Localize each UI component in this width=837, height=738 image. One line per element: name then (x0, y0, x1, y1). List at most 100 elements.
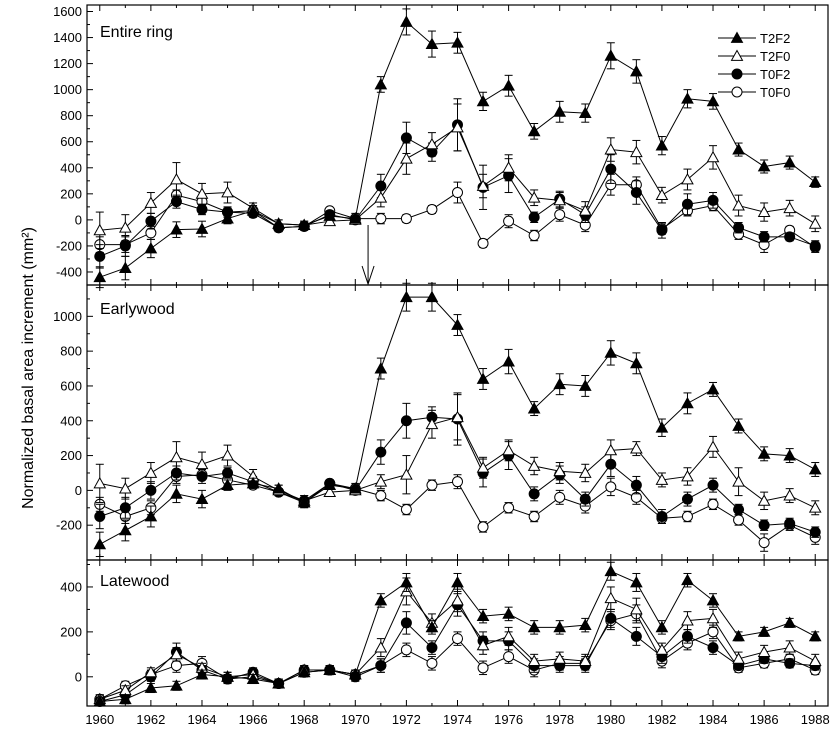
y-tick-label: 1000 (53, 309, 82, 324)
y-tick-label: -200 (56, 238, 82, 253)
x-tick-label: 1968 (290, 712, 319, 727)
series-t2f2 (93, 561, 822, 707)
data-point (503, 502, 515, 514)
data-point (656, 224, 668, 236)
data-point (425, 417, 439, 430)
data-point (706, 593, 720, 606)
data-point (757, 205, 771, 217)
data-point (502, 629, 515, 642)
data-point (375, 446, 387, 458)
y-tick-label: 200 (60, 186, 82, 201)
legend-marker (730, 49, 744, 61)
data-point (604, 564, 618, 577)
panel-title: Latewood (100, 573, 169, 590)
legend-item: T0F2 (718, 67, 790, 82)
data-point (144, 665, 158, 678)
data-point (655, 139, 669, 151)
data-point (681, 172, 694, 185)
data-point (706, 611, 720, 624)
data-point (451, 593, 464, 606)
data-point (630, 187, 642, 199)
data-point (476, 179, 490, 191)
data-point (732, 629, 745, 642)
data-point (605, 481, 617, 493)
data-point (681, 396, 694, 409)
data-point (246, 672, 260, 684)
data-point (297, 665, 311, 678)
data-point (195, 668, 209, 680)
data-point (476, 461, 490, 473)
x-tick-label: 1970 (341, 712, 370, 727)
data-point (93, 694, 107, 707)
data-point (527, 124, 541, 137)
chart-panels: -400 -200 0 200 400 600 800 1000 1200 1400 1600 Ent… (53, 4, 830, 727)
data-point (808, 462, 822, 475)
data-point (195, 187, 209, 199)
data-point (374, 641, 388, 653)
data-point (655, 643, 669, 655)
data-point (783, 449, 797, 461)
y-tick-label: 800 (60, 344, 82, 359)
data-point (681, 630, 693, 642)
data-point (757, 645, 771, 657)
data-point (451, 36, 464, 48)
data-point (297, 496, 311, 508)
data-point (476, 94, 490, 107)
legend-label: T2F0 (760, 49, 790, 64)
data-point (655, 620, 669, 633)
data-point (758, 537, 770, 549)
legend-label: T2F2 (760, 31, 790, 46)
data-point (604, 143, 618, 155)
panel-earlywood: -200 0 200 400 600 800 1000 Earlywood (53, 282, 829, 561)
data-point (222, 467, 234, 479)
data-point (630, 145, 643, 158)
data-point (272, 677, 285, 689)
data-point (503, 215, 515, 227)
data-point (553, 464, 567, 477)
data-point (221, 670, 234, 682)
y-tick-label: 0 (75, 212, 82, 227)
series-t2f2 (93, 282, 822, 558)
data-point (808, 654, 822, 666)
data-point (553, 193, 567, 206)
data-point (681, 614, 694, 626)
data-point (451, 410, 464, 423)
data-point (170, 679, 183, 691)
data-point (144, 466, 158, 478)
data-point (426, 657, 438, 669)
data-point (400, 617, 412, 629)
data-point (400, 415, 412, 427)
data-point (630, 356, 643, 369)
data-point (578, 466, 592, 478)
data-point (604, 591, 618, 604)
data-point (527, 459, 541, 471)
data-point (784, 231, 796, 243)
data-point (707, 479, 719, 491)
y-tick-label: 1200 (53, 56, 82, 71)
data-point (170, 487, 183, 499)
data-point (707, 194, 719, 206)
data-point (554, 491, 566, 503)
data-point (527, 191, 541, 203)
data-point (553, 620, 567, 633)
data-point (144, 681, 158, 693)
data-point (808, 175, 822, 188)
data-point (451, 575, 464, 588)
data-point (578, 654, 592, 666)
data-point (400, 504, 412, 516)
data-point (604, 49, 618, 61)
x-tick-label: 1988 (801, 712, 830, 727)
data-point (221, 186, 234, 198)
data-point (681, 573, 694, 586)
data-point (707, 498, 719, 510)
data-point (400, 152, 413, 164)
panel-title: Entire ring (100, 24, 173, 41)
legend-marker (731, 68, 743, 80)
data-point (733, 504, 745, 516)
data-point (323, 663, 337, 675)
data-point (323, 209, 337, 221)
data-point (681, 198, 693, 210)
legend: T2F2 T2F0 T0F2 T0F0 (718, 31, 790, 100)
data-point (426, 479, 438, 491)
series-line (99, 613, 816, 700)
